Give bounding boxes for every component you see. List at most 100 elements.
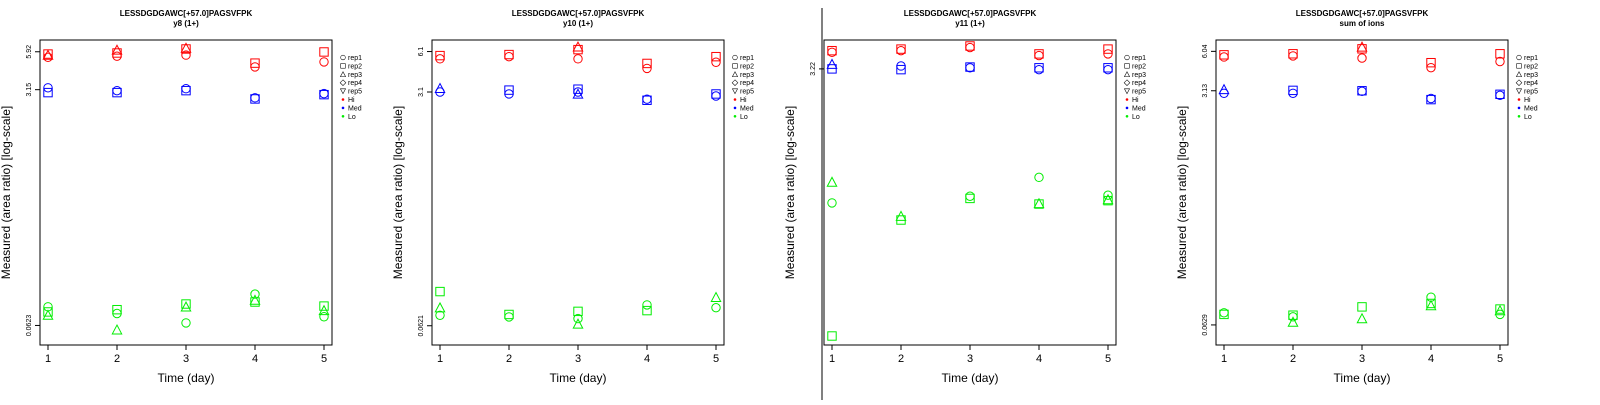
y-axis-label: Measured (area ratio) [log-scale] <box>391 106 405 279</box>
data-point <box>573 84 583 94</box>
legend-label: Med <box>740 105 754 112</box>
data-point <box>1103 49 1113 59</box>
chart-title: LESSDGDGAWC[+57.0]PAGSVFPK <box>512 9 645 18</box>
data-point <box>504 312 514 322</box>
data-point <box>1426 57 1436 68</box>
data-point <box>1357 86 1367 96</box>
legend-symbol <box>731 88 739 95</box>
legend-symbol <box>731 79 739 86</box>
data-point <box>434 82 446 93</box>
y-tick-label: 3.1 <box>418 87 425 97</box>
legend-symbol <box>1123 71 1131 77</box>
legend-label: rep2 <box>348 63 362 70</box>
data-point <box>435 54 445 64</box>
data-point <box>711 89 721 99</box>
data-point <box>1495 56 1505 67</box>
data-point <box>711 302 721 313</box>
data-point <box>111 323 123 335</box>
legend-dot <box>1125 106 1129 110</box>
chart-title: LESSDGDGAWC[+57.0]PAGSVFPK <box>120 9 253 18</box>
data-point <box>642 95 652 105</box>
data-point <box>1103 44 1113 54</box>
y-tick-label: 6.04 <box>1202 44 1209 58</box>
data-point <box>826 58 838 69</box>
legend-label: rep1 <box>740 55 754 62</box>
x-tick-label: 4 <box>1036 353 1042 365</box>
data-point <box>896 64 906 75</box>
legend-label: rep2 <box>740 63 754 70</box>
data-point <box>181 85 191 96</box>
legend-label: Lo <box>1132 114 1140 121</box>
data-point <box>249 294 261 305</box>
legend-label: rep4 <box>1524 80 1538 87</box>
data-point <box>112 87 122 98</box>
legend-symbol <box>1123 79 1131 86</box>
data-point <box>1426 62 1436 73</box>
data-point <box>1426 94 1436 105</box>
legend-symbol <box>340 54 346 61</box>
x-tick-label: 5 <box>1105 353 1111 365</box>
data-point <box>43 83 53 93</box>
legend-label: Hi <box>1132 97 1139 104</box>
chart-title: LESSDGDGAWC[+57.0]PAGSVFPK <box>1296 9 1429 18</box>
plot-frame <box>431 39 725 346</box>
legend-dot <box>733 115 737 118</box>
data-point <box>504 49 514 60</box>
legend-label: Lo <box>348 114 356 121</box>
data-point <box>642 300 652 310</box>
data-point <box>1288 51 1298 61</box>
legend-label: Lo <box>740 114 748 121</box>
data-point <box>112 85 122 96</box>
legend-label: Hi <box>1524 97 1531 104</box>
data-point <box>1103 64 1113 75</box>
y-tick-label: 3.13 <box>1202 84 1209 98</box>
data-point <box>181 50 191 60</box>
data-point <box>1356 312 1368 324</box>
data-point <box>180 42 192 53</box>
y-tick-label: 5.92 <box>26 45 33 59</box>
x-tick-label: 3 <box>967 353 973 365</box>
data-point <box>504 309 514 320</box>
data-point <box>1219 50 1229 60</box>
data-point <box>711 51 721 62</box>
x-axis-label: Time (day) <box>942 371 999 385</box>
x-tick-label: 5 <box>1497 353 1503 365</box>
data-point <box>319 57 329 67</box>
legend-label: Lo <box>1524 114 1532 121</box>
data-point <box>827 64 837 74</box>
x-tick-label: 4 <box>252 353 258 365</box>
data-point <box>572 318 584 329</box>
data-point <box>504 51 514 62</box>
x-tick-label: 2 <box>114 353 120 365</box>
data-point <box>112 51 122 61</box>
y-tick-label: 0.0621 <box>418 315 425 337</box>
data-point <box>642 305 652 316</box>
legend-symbol <box>732 54 738 61</box>
legend-dot <box>733 98 737 101</box>
data-point <box>1287 316 1299 327</box>
x-tick-label: 3 <box>575 353 581 365</box>
data-point <box>181 84 191 94</box>
x-axis-label: Time (day) <box>550 371 607 385</box>
data-point <box>1288 85 1298 96</box>
x-tick-label: 2 <box>1290 353 1296 365</box>
legend-symbol <box>339 71 347 77</box>
data-point <box>181 318 191 328</box>
plot-frame <box>1215 39 1509 346</box>
data-point <box>43 307 53 317</box>
legend-symbol <box>731 71 739 77</box>
legend-label: rep1 <box>1132 55 1146 62</box>
x-tick-label: 1 <box>829 353 835 365</box>
legend-symbol <box>1515 88 1523 95</box>
x-tick-label: 1 <box>1221 353 1227 365</box>
data-point <box>435 50 445 61</box>
legend-symbol <box>1515 71 1523 77</box>
x-tick-label: 2 <box>898 353 904 365</box>
plot-frame <box>39 39 333 346</box>
x-axis-label: Time (day) <box>1334 371 1391 385</box>
x-axis-label: Time (day) <box>158 371 215 385</box>
